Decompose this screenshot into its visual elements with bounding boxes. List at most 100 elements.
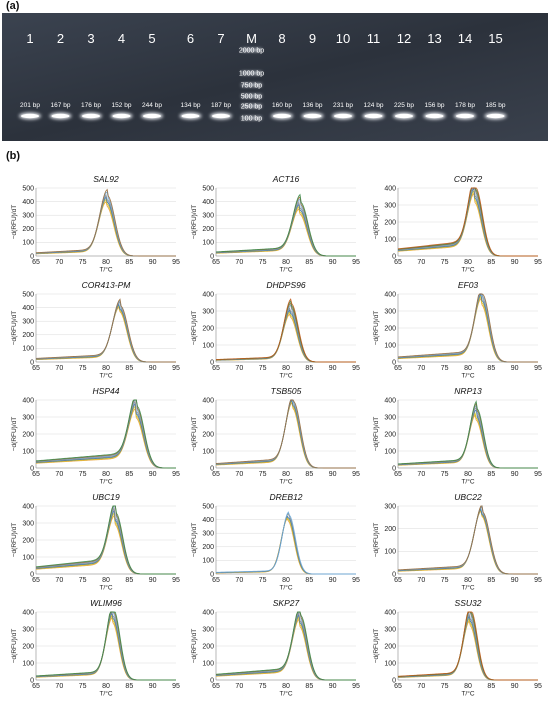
x-tick-label: 70	[55, 683, 63, 690]
melt-chart-ubc19: UBC19 0 100 200 300 400 65 70 75 80 85 90 95 T/°C −d(R…	[11, 492, 180, 592]
band-size-label: 167 bp	[51, 102, 71, 109]
y-tick-label: 100	[384, 448, 396, 455]
x-tick-label: 80	[102, 577, 110, 584]
y-tick-label: 400	[22, 503, 34, 510]
x-tick-label: 85	[487, 683, 495, 690]
x-tick-label: 90	[511, 683, 519, 690]
x-tick-label: 65	[394, 259, 402, 266]
lane-number: 14	[458, 31, 472, 46]
x-tick-label: 90	[149, 683, 157, 690]
melt-curve-series	[215, 203, 356, 257]
x-tick-label: 70	[235, 259, 243, 266]
y-tick-label: 0	[30, 677, 34, 684]
band-size-label: 178 bp	[455, 102, 475, 109]
y-tick-label: 200	[384, 219, 396, 226]
y-tick-label: 100	[202, 558, 214, 565]
panel-a-label: (a)	[6, 0, 20, 12]
x-tick-label: 95	[352, 365, 360, 372]
y-tick-label: 200	[384, 325, 396, 332]
melt-curve-series	[215, 298, 356, 363]
melt-curve-series	[397, 411, 538, 469]
lane-number: 8	[278, 31, 285, 46]
x-tick-label: 75	[259, 259, 267, 266]
x-tick-label: 95	[172, 471, 180, 478]
lane-number: 9	[309, 31, 316, 46]
x-tick-label: 75	[441, 365, 449, 372]
x-tick-label: 70	[417, 471, 425, 478]
melt-curve-series	[397, 619, 538, 681]
x-tick-label: 90	[511, 365, 519, 372]
dna-band-core	[303, 113, 322, 119]
y-tick-label: 100	[202, 240, 214, 247]
y-tick-label: 0	[392, 677, 396, 684]
melt-curve-series	[215, 208, 356, 257]
melt-curve-series	[215, 618, 356, 681]
x-tick-label: 90	[149, 577, 157, 584]
chart-title: COR413-PM	[82, 280, 132, 290]
ladder-label: 750 bp	[241, 83, 263, 90]
melt-curve-series	[397, 617, 538, 681]
chart-title: NRP13	[454, 386, 482, 396]
dna-band-core	[51, 113, 70, 119]
dna-band-core	[143, 113, 161, 119]
y-tick-label: 0	[392, 465, 396, 472]
melt-curve-series	[215, 512, 356, 575]
melt-curve-series	[35, 613, 176, 681]
melt-curve-series	[397, 611, 538, 681]
gel-background	[2, 13, 548, 141]
y-tick-label: 300	[202, 414, 214, 421]
melt-curve-series	[215, 611, 356, 681]
x-tick-label: 75	[79, 365, 87, 372]
band-size-label: 152 bp	[112, 102, 132, 109]
y-tick-label: 0	[210, 677, 214, 684]
x-tick-label: 75	[79, 577, 87, 584]
y-tick-label: 400	[384, 397, 396, 404]
x-tick-label: 95	[534, 471, 542, 478]
x-tick-label: 80	[464, 577, 472, 584]
dna-band-core	[486, 113, 505, 119]
x-tick-label: 85	[487, 365, 495, 372]
y-axis-label: −d(RFU)/dT	[373, 311, 380, 346]
ladder-band	[241, 83, 262, 87]
x-tick-label: 95	[534, 259, 542, 266]
x-tick-label: 85	[125, 259, 133, 266]
band-size-label: 225 bp	[394, 102, 414, 109]
dna-band-core	[112, 113, 131, 119]
melt-curve-series	[215, 193, 356, 257]
y-tick-label: 300	[202, 531, 214, 538]
x-tick-label: 70	[417, 577, 425, 584]
x-tick-label: 80	[102, 365, 110, 372]
y-tick-label: 300	[202, 213, 214, 220]
y-tick-label: 200	[22, 332, 34, 339]
x-tick-label: 65	[32, 683, 40, 690]
melt-curve-series	[397, 507, 538, 575]
ladder-band	[241, 48, 262, 52]
melt-chart-ef03: EF03 0 100 200 300 400 65 70 75 80 85 90 95 T/°C −d(RF…	[373, 280, 542, 380]
x-tick-label: 85	[125, 683, 133, 690]
y-tick-label: 300	[22, 414, 34, 421]
dna-band-core	[334, 113, 352, 119]
melt-curve-series	[35, 399, 176, 469]
y-tick-label: 200	[384, 431, 396, 438]
dna-band-core	[395, 113, 413, 119]
y-tick-label: 400	[202, 397, 214, 404]
y-axis-label: −d(RFU)/dT	[11, 311, 18, 346]
y-tick-label: 400	[22, 305, 34, 312]
chart-title: TSB505	[271, 386, 302, 396]
chart-title: EF03	[458, 280, 479, 290]
lane-number: 3	[87, 31, 94, 46]
y-axis-label: −d(RFU)/dT	[11, 629, 18, 664]
lane-number: 5	[148, 31, 155, 46]
chart-title: UBC19	[92, 492, 120, 502]
lane-number: 1	[26, 31, 33, 46]
x-tick-label: 65	[212, 471, 220, 478]
y-axis-label: −d(RFU)/dT	[11, 417, 18, 452]
x-axis-label: T/°C	[99, 266, 112, 274]
x-tick-label: 65	[394, 683, 402, 690]
band-size-label: 201 bp	[20, 102, 40, 109]
x-tick-label: 70	[55, 471, 63, 478]
x-tick-label: 90	[511, 259, 519, 266]
x-tick-label: 85	[487, 471, 495, 478]
lane-number: 6	[187, 31, 194, 46]
x-tick-label: 95	[352, 577, 360, 584]
